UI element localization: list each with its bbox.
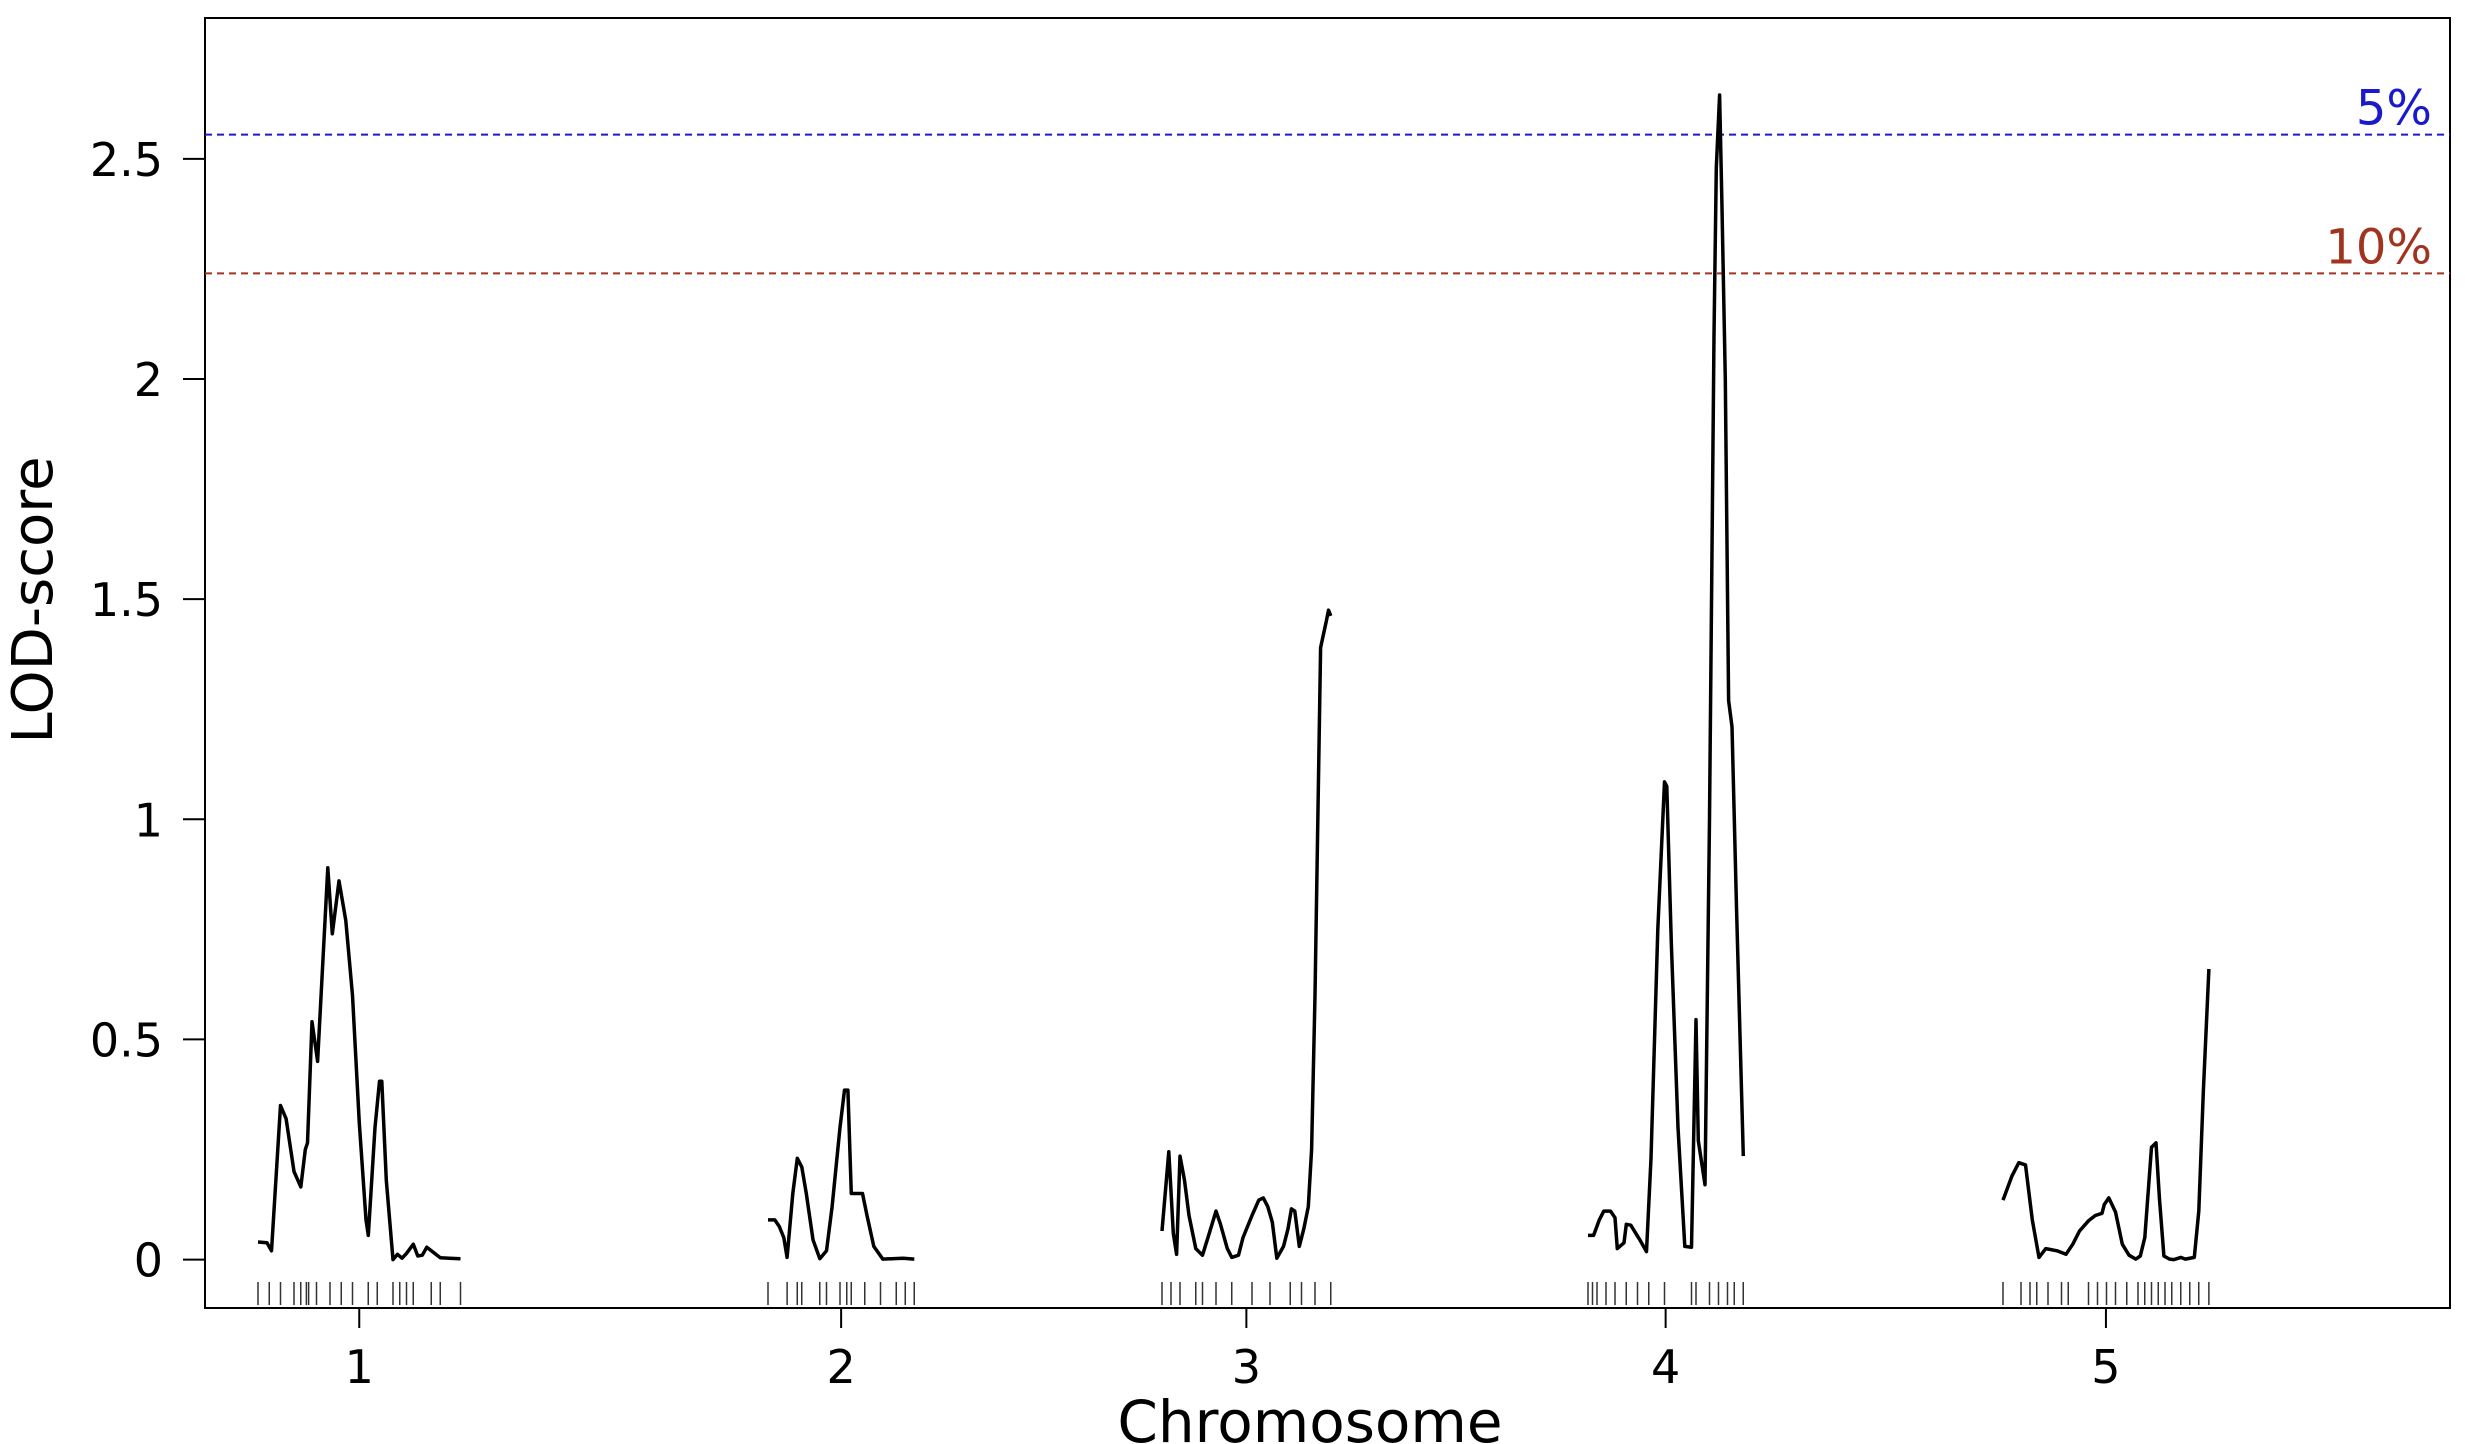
x-tick-label: 4 <box>1651 1340 1680 1394</box>
y-tick-label: 2 <box>134 353 163 407</box>
x-tick-label: 3 <box>1232 1340 1261 1394</box>
y-tick-label: 1.5 <box>90 573 163 627</box>
threshold-label: 5% <box>2356 81 2432 137</box>
x-axis-label: Chromosome <box>1117 1388 1502 1444</box>
lod-curve-chr2 <box>768 1088 915 1261</box>
lod-curve-chr3 <box>1160 608 1333 1260</box>
y-axis-label: LOD-score <box>1 456 66 743</box>
lod-curve-chr5 <box>2001 968 2211 1262</box>
y-tick-label: 2.5 <box>90 133 163 187</box>
threshold-label: 10% <box>2325 219 2432 275</box>
plot-area: 0 0.5 1 1.5 2 2.5 5% 10% 1 2 3 4 5 <box>90 17 2451 1394</box>
x-tick-label: 2 <box>826 1340 855 1394</box>
x-tick-label: 1 <box>345 1340 374 1394</box>
lod-curve-chr1 <box>257 865 461 1262</box>
y-tick-label: 0.5 <box>90 1013 163 1067</box>
y-tick-label: 1 <box>134 793 163 847</box>
y-tick-label: 0 <box>134 1234 163 1288</box>
x-tick-label: 5 <box>2091 1340 2120 1394</box>
lod-curve-chr4 <box>1588 93 1746 1254</box>
plot-frame <box>204 17 2451 1309</box>
